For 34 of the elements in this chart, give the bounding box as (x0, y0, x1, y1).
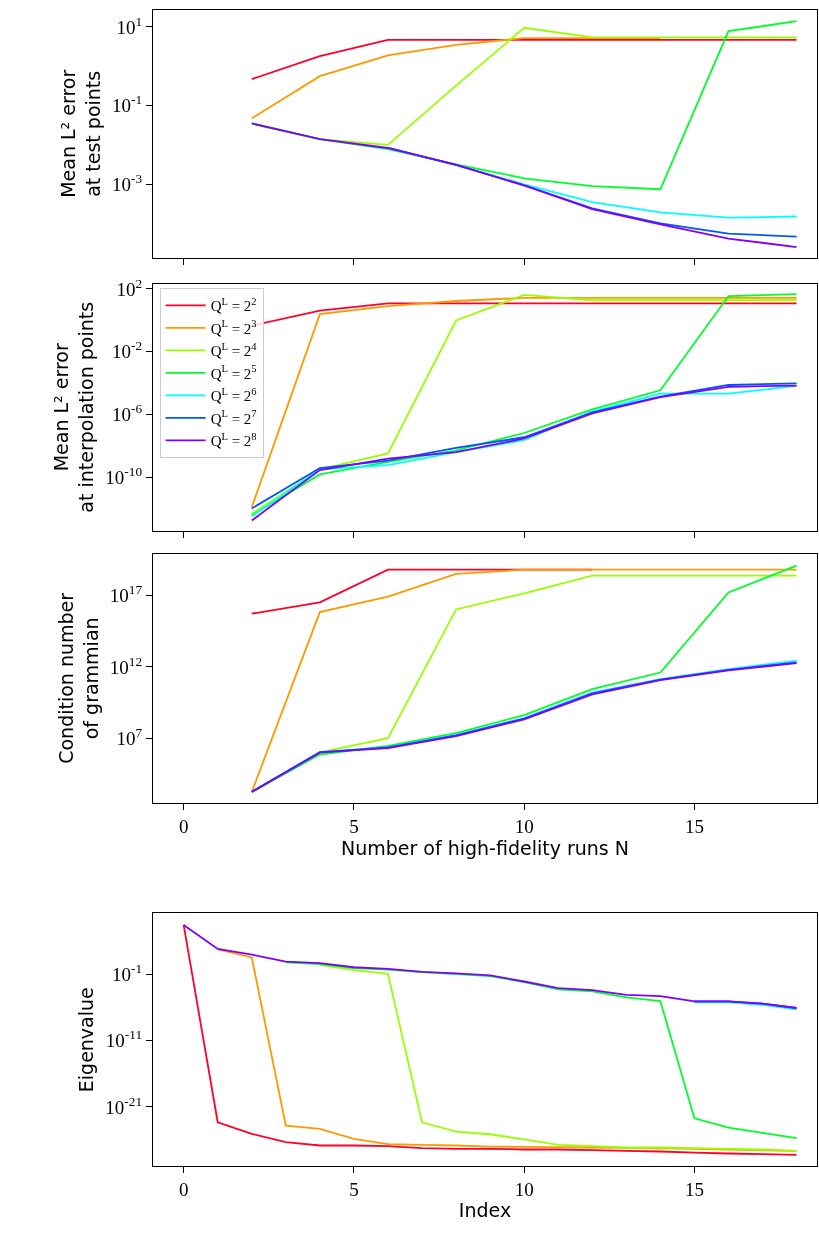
x-tick-label: 5 (349, 1178, 359, 1200)
legend-label: Q$^{L}$ = 2$^{8}$ (210, 430, 257, 450)
x-axis-title: Number of high-fidelity runs N (340, 836, 630, 859)
y-tick-label: 10$^{1}$ (116, 13, 143, 38)
y-tick-label: 10$^{7}$ (116, 724, 143, 749)
y-tick-label: 10$^{-3}$ (111, 170, 143, 195)
y-axis-title: Eigenvalue (75, 987, 98, 1093)
y-tick-label: 10$^{-10}$ (105, 464, 143, 489)
y-tick-label: 10$^{-21}$ (105, 1093, 143, 1118)
y-tick-label: 10$^{-1}$ (111, 92, 143, 117)
x-tick-label: 0 (178, 815, 189, 837)
x-tick-label: 10 (514, 815, 534, 837)
y-tick-label: 10$^{12}$ (109, 653, 143, 678)
x-tick-label: 10 (514, 1178, 534, 1200)
y-axis-title: Mean L² error at interpolation points (50, 301, 98, 513)
legend-label: Q$^{L}$ = 2$^{2}$ (210, 295, 257, 315)
legend-label: Q$^{L}$ = 2$^{7}$ (210, 408, 257, 427)
y-tick-label: 10$^{-1}$ (111, 960, 143, 985)
y-tick-label: 10$^{-2}$ (111, 338, 143, 363)
y-tick-label: 10$^{-11}$ (105, 1027, 143, 1052)
y-tick-label: 10$^{17}$ (109, 582, 143, 607)
y-axis-title: Mean L² error at test points (57, 69, 104, 198)
y-tick-label: 10$^{-6}$ (111, 401, 143, 426)
legend-label: Q$^{L}$ = 2$^{3}$ (210, 318, 257, 337)
legend-label: Q$^{L}$ = 2$^{4}$ (210, 340, 258, 360)
x-tick-label: 5 (349, 815, 359, 837)
x-axis-title: Index (458, 1198, 512, 1221)
y-tick-label: 10$^{2}$ (116, 275, 143, 300)
legend-label: Q$^{L}$ = 2$^{5}$ (210, 363, 257, 382)
x-tick-label: 0 (178, 1178, 189, 1200)
y-axis-title: Condition number of grammian (54, 592, 102, 764)
x-tick-label: 15 (684, 815, 704, 837)
legend-label: Q$^{L}$ = 2$^{6}$ (210, 385, 257, 405)
x-tick-label: 15 (684, 1178, 704, 1200)
